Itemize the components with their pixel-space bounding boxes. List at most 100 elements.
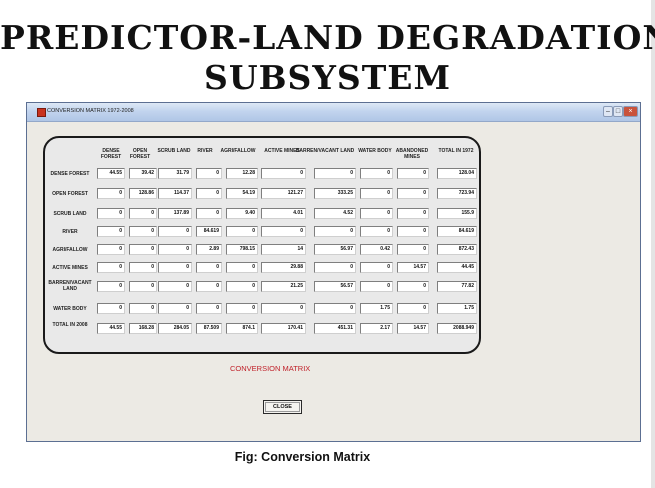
matrix-cell[interactable]: 44.45 [437,262,477,273]
matrix-cell[interactable]: 1.75 [360,303,393,314]
matrix-cell[interactable]: 0 [226,303,258,314]
matrix-cell[interactable]: 874.1 [226,323,258,334]
matrix-cell[interactable]: 0 [97,188,125,199]
matrix-cell[interactable]: 2088.949 [437,323,477,334]
matrix-cell[interactable]: 333.25 [314,188,356,199]
matrix-cell[interactable]: 0 [397,281,429,292]
matrix-cell[interactable]: 0 [196,281,222,292]
matrix-cell[interactable]: 798.15 [226,244,258,255]
matrix-cell[interactable]: 21.25 [261,281,306,292]
matrix-cell[interactable]: 0 [261,226,306,237]
row-label: RIVER [62,229,78,235]
matrix-cell[interactable]: 14 [261,244,306,255]
matrix-cell[interactable]: 0 [360,188,393,199]
matrix-cell[interactable]: 56.57 [314,281,356,292]
matrix-cell[interactable]: 0 [360,262,393,273]
matrix-cell[interactable]: 114.37 [158,188,192,199]
matrix-cell[interactable]: 1.75 [437,303,477,314]
window-close-button[interactable]: × [623,106,638,117]
close-button[interactable]: CLOSE [263,400,302,414]
matrix-cell[interactable]: 0.42 [360,244,393,255]
matrix-cell[interactable]: 0 [314,168,356,179]
matrix-cell[interactable]: 54.19 [226,188,258,199]
matrix-cell[interactable]: 128.04 [437,168,477,179]
matrix-cell[interactable]: 0 [158,244,192,255]
matrix-cell[interactable]: 0 [360,168,393,179]
matrix-cell[interactable]: 0 [360,226,393,237]
matrix-cell[interactable]: 77.82 [437,281,477,292]
matrix-cell[interactable]: 0 [196,208,222,219]
maximize-button[interactable]: □ [613,106,623,117]
matrix-cell[interactable]: 0 [261,168,306,179]
matrix-cell[interactable]: 0 [196,262,222,273]
matrix-cell[interactable]: 56.97 [314,244,356,255]
matrix-cell[interactable]: 4.01 [261,208,306,219]
matrix-cell[interactable]: 128.86 [129,188,157,199]
matrix-cell[interactable]: 0 [314,226,356,237]
matrix-cell[interactable]: 0 [397,168,429,179]
matrix-cell[interactable]: 14.57 [397,323,429,334]
matrix-cell[interactable]: 31.79 [158,168,192,179]
matrix-cell[interactable]: 121.27 [261,188,306,199]
matrix-cell[interactable]: 0 [129,208,157,219]
matrix-cell[interactable]: 44.55 [97,323,125,334]
matrix-cell[interactable]: 0 [360,208,393,219]
matrix-cell[interactable]: 0 [97,244,125,255]
minimize-button[interactable]: – [603,106,613,117]
matrix-cell[interactable]: 0 [129,244,157,255]
matrix-cell[interactable]: 0 [397,208,429,219]
matrix-cell[interactable]: 0 [226,226,258,237]
matrix-cell[interactable]: 0 [397,226,429,237]
matrix-cell[interactable]: 0 [97,303,125,314]
matrix-cell[interactable]: 0 [158,303,192,314]
matrix-cell[interactable]: 0 [129,262,157,273]
matrix-cell[interactable]: 284.05 [158,323,192,334]
row-label: SCRUB LAND [53,211,87,217]
matrix-cell[interactable]: 0 [196,168,222,179]
matrix-cell[interactable]: 0 [196,188,222,199]
matrix-cell[interactable]: 0 [158,226,192,237]
matrix-cell[interactable]: 39.42 [129,168,157,179]
matrix-cell[interactable]: 155.9 [437,208,477,219]
matrix-cell[interactable]: 168.28 [129,323,157,334]
matrix-cell[interactable]: 0 [158,262,192,273]
matrix-cell[interactable]: 0 [129,303,157,314]
matrix-cell[interactable]: 0 [129,281,157,292]
row-label: BARREN/VACANT LAND [48,280,92,292]
matrix-cell[interactable]: 872.43 [437,244,477,255]
matrix-cell[interactable]: 451.31 [314,323,356,334]
matrix-cell[interactable]: 84.619 [196,226,222,237]
window-titlebar[interactable]: CONVERSION MATRIX 1972-2008 – □ × [27,103,640,122]
matrix-cell[interactable]: 723.94 [437,188,477,199]
matrix-cell[interactable]: 0 [97,208,125,219]
row-label: OPEN FOREST [52,191,88,197]
matrix-cell[interactable]: 0 [97,281,125,292]
matrix-cell[interactable]: 0 [196,303,222,314]
matrix-cell[interactable]: 2.89 [196,244,222,255]
matrix-cell[interactable]: 9.40 [226,208,258,219]
matrix-cell[interactable]: 0 [158,281,192,292]
matrix-cell[interactable]: 12.28 [226,168,258,179]
matrix-cell[interactable]: 0 [226,262,258,273]
matrix-cell[interactable]: 0 [397,188,429,199]
matrix-cell[interactable]: 0 [97,262,125,273]
matrix-cell[interactable]: 0 [360,281,393,292]
matrix-cell[interactable]: 0 [314,303,356,314]
matrix-cell[interactable]: 14.57 [397,262,429,273]
matrix-cell[interactable]: 0 [261,303,306,314]
matrix-cell[interactable]: 84.619 [437,226,477,237]
matrix-cell[interactable]: 87.509 [196,323,222,334]
matrix-cell[interactable]: 0 [397,303,429,314]
matrix-cell[interactable]: 29.88 [261,262,306,273]
matrix-cell[interactable]: 0 [397,244,429,255]
matrix-cell[interactable]: 4.52 [314,208,356,219]
matrix-cell[interactable]: 0 [97,226,125,237]
matrix-cell[interactable]: 0 [226,281,258,292]
matrix-cell[interactable]: 137.89 [158,208,192,219]
window-title: CONVERSION MATRIX 1972-2008 [47,108,134,114]
matrix-cell[interactable]: 0 [129,226,157,237]
matrix-cell[interactable]: 44.55 [97,168,125,179]
matrix-cell[interactable]: 2.17 [360,323,393,334]
matrix-cell[interactable]: 170.41 [261,323,306,334]
matrix-cell[interactable]: 0 [314,262,356,273]
